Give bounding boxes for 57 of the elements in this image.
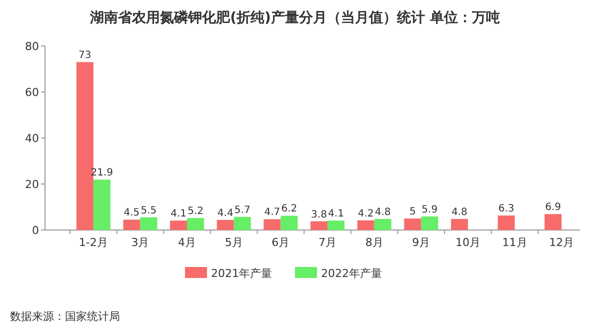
x-tick-label: 6月 [272,236,290,249]
bar [498,216,515,230]
bar [280,216,298,230]
bar [544,214,562,230]
bar [123,220,140,230]
data-label: 4.8 [452,206,468,218]
x-tick-label: 10月 [455,236,480,249]
x-tick-label: 9月 [412,236,430,249]
data-label: 73 [78,50,92,62]
y-tick-label: 40 [25,132,39,145]
data-label: 5.2 [188,206,204,218]
data-label: 4.1 [328,208,344,220]
x-tick-label: 12月 [549,236,574,249]
legend-label: 2022年产量 [321,267,382,280]
bar [216,220,234,230]
x-tick-label: 3月 [131,236,150,249]
data-label: 5 [409,206,416,218]
legend-label: 2021年产量 [211,267,272,280]
data-label: 4.8 [374,206,391,218]
data-label: 4.7 [264,207,280,218]
bar [310,221,328,230]
data-label: 6.3 [498,204,514,215]
y-tick-label: 80 [25,40,39,53]
bar [170,220,188,230]
bar [421,216,438,230]
chart-title: 湖南省农用氮磷钾化肥(折纯)产量分月（当月值）统计 单位：万吨 [89,9,500,26]
bar [357,220,374,230]
data-label: 3.8 [311,209,327,220]
data-label: 6.9 [545,202,562,214]
y-tick-label: 20 [25,178,39,191]
bar [187,218,204,230]
x-tick-label: 4月 [178,236,196,249]
data-label: 5.9 [422,204,438,216]
data-label: 6.2 [281,204,298,215]
bar [328,220,344,230]
bar [374,218,392,230]
data-label: 4.4 [217,208,234,219]
bar [234,216,251,230]
x-tick-label: 11月 [502,236,528,249]
source-note: 数据来源：国家统计局 [10,310,120,323]
x-tick-label: 7月 [318,236,336,249]
bar [76,62,94,230]
data-label: 5.7 [234,204,250,216]
y-tick-label: 60 [25,86,39,99]
data-label: 5.5 [140,205,157,216]
bar [404,218,422,230]
x-tick-label: 1-2月 [78,236,108,249]
data-label: 4.5 [124,208,140,219]
bar [140,217,158,230]
bar [264,219,281,230]
data-label: 4.1 [170,208,186,220]
y-tick-label: 0 [32,224,39,237]
bar [450,218,468,230]
bar [93,180,110,230]
data-label: 4.2 [358,208,374,220]
x-tick-label: 5月 [224,236,243,249]
x-tick-label: 8月 [365,236,384,249]
